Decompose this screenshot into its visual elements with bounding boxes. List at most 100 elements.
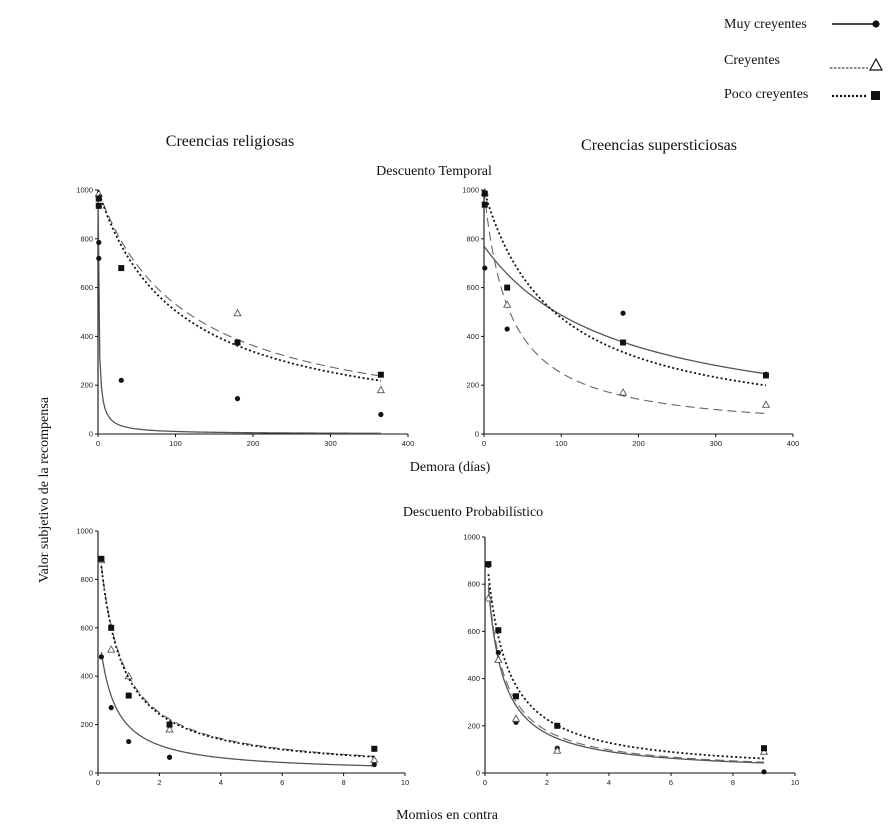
legend-marker-poco-creyentes (871, 91, 880, 100)
fit-curve-muy-creyentes (97, 189, 381, 434)
point-creyentes (484, 593, 493, 602)
x-tick-label: 6 (669, 778, 673, 787)
point-muy-creyentes (126, 738, 132, 745)
point-poco-creyentes (513, 693, 519, 700)
point-poco-creyentes (234, 339, 241, 346)
y-tick-label: 400 (80, 672, 93, 681)
fit-curve-poco-creyentes (100, 566, 375, 758)
legend-label-muy-creyentes: Muy creyentes (724, 17, 807, 32)
y-tick-label: 800 (466, 234, 479, 243)
point-creyentes (233, 308, 242, 317)
point-creyentes (165, 725, 174, 733)
point-poco-creyentes (554, 722, 561, 729)
x-tick-label: 2 (545, 778, 549, 787)
fit-curve-muy-creyentes (483, 245, 767, 375)
point-poco-creyentes (377, 371, 384, 378)
x-tick-label: 200 (632, 439, 645, 448)
legend-label-poco-creyentes: Poco creyentes (724, 87, 808, 102)
x-tick-label: 0 (96, 778, 100, 787)
y-tick-label: 800 (80, 575, 93, 584)
point-poco-creyentes (95, 195, 102, 202)
y-tick-label: 800 (467, 580, 480, 589)
point-creyentes (494, 655, 503, 663)
fit-curve-creyentes (97, 189, 381, 377)
point-creyentes (553, 746, 562, 754)
point-poco-creyentes (118, 265, 125, 272)
point-creyentes (124, 671, 133, 680)
x-tick-label: 300 (709, 439, 722, 448)
point-poco-creyentes (98, 555, 105, 562)
point-muy-creyentes (118, 377, 124, 383)
fit-curve-muy-creyentes (487, 587, 765, 764)
fit-curve-creyentes (487, 584, 765, 763)
fit-curve-poco-creyentes (483, 189, 767, 387)
y-tick-label: 400 (466, 332, 479, 341)
point-creyentes (107, 645, 116, 653)
y-tick-label: 0 (475, 430, 479, 439)
row-title-bottom: Descuento Probabilístico (403, 505, 543, 520)
x-tick-label: 100 (555, 439, 568, 448)
y-tick-label: 600 (467, 627, 480, 636)
y-tick-label: 400 (80, 332, 93, 341)
y-tick-label: 1000 (76, 527, 93, 536)
point-poco-creyentes (166, 721, 173, 728)
point-muy-creyentes (620, 310, 626, 316)
panel-religiosas-temporal: 0 200 400 600 800 1000 0 100 200 300 400 (76, 186, 414, 449)
y-tick-label: 200 (80, 720, 93, 729)
y-tick-label: 800 (80, 234, 93, 243)
x-tick-label: 8 (731, 778, 735, 787)
point-creyentes (376, 385, 386, 394)
x-axis-label-bottom: Momios en contra (396, 808, 499, 823)
column-title-left: Creencias religiosas (166, 133, 294, 150)
point-creyentes (370, 755, 379, 763)
x-tick-label: 100 (169, 439, 182, 448)
x-tick-label: 0 (483, 778, 487, 787)
column-title-right: Creencias supersticiosas (581, 137, 737, 154)
point-poco-creyentes (762, 372, 769, 379)
point-poco-creyentes (504, 284, 511, 291)
fit-curve-creyentes (100, 565, 375, 757)
y-tick-label: 200 (467, 721, 480, 730)
x-tick-label: 4 (607, 778, 611, 787)
x-tick-label: 2 (157, 778, 161, 787)
point-muy-creyentes (371, 761, 377, 768)
x-tick-label: 10 (791, 778, 799, 787)
point-poco-creyentes (761, 745, 767, 752)
point-creyentes (511, 714, 521, 722)
point-muy-creyentes (504, 326, 510, 332)
y-tick-label: 600 (466, 283, 479, 292)
legend-marker-muy-creyentes (872, 20, 880, 28)
x-tick-label: 6 (280, 778, 284, 787)
point-muy-creyentes (495, 650, 501, 656)
y-tick-label: 0 (89, 430, 93, 439)
point-poco-creyentes (495, 627, 502, 634)
x-tick-label: 8 (342, 778, 346, 787)
x-tick-label: 0 (482, 439, 486, 448)
y-tick-label: 0 (476, 769, 480, 778)
y-tick-label: 1000 (76, 186, 93, 195)
point-creyentes (503, 300, 512, 308)
row-title-top: Descuento Temporal (376, 164, 492, 179)
x-tick-label: 300 (324, 439, 337, 448)
y-tick-label: 600 (80, 283, 93, 292)
point-muy-creyentes (96, 239, 102, 246)
point-poco-creyentes (108, 624, 115, 631)
legend: Muy creyentes Creyentes Poco creyentes (724, 17, 884, 102)
point-muy-creyentes (482, 265, 488, 271)
point-muy-creyentes (108, 705, 114, 711)
shared-y-axis-label: Valor subjetivo de la recompensa (37, 396, 52, 583)
y-tick-label: 200 (80, 381, 93, 390)
point-muy-creyentes (378, 411, 384, 418)
x-tick-label: 0 (96, 439, 100, 448)
legend-label-creyentes: Creyentes (724, 53, 780, 68)
point-muy-creyentes (761, 769, 767, 775)
legend-marker-creyentes (868, 57, 884, 71)
fit-curve-poco-creyentes (487, 574, 765, 760)
point-poco-creyentes (125, 692, 132, 699)
point-muy-creyentes (234, 396, 241, 402)
fit-curve-creyentes (483, 189, 766, 415)
point-poco-creyentes (481, 190, 488, 197)
fit-curve-poco-creyentes (97, 189, 382, 382)
point-muy-creyentes (96, 255, 102, 261)
